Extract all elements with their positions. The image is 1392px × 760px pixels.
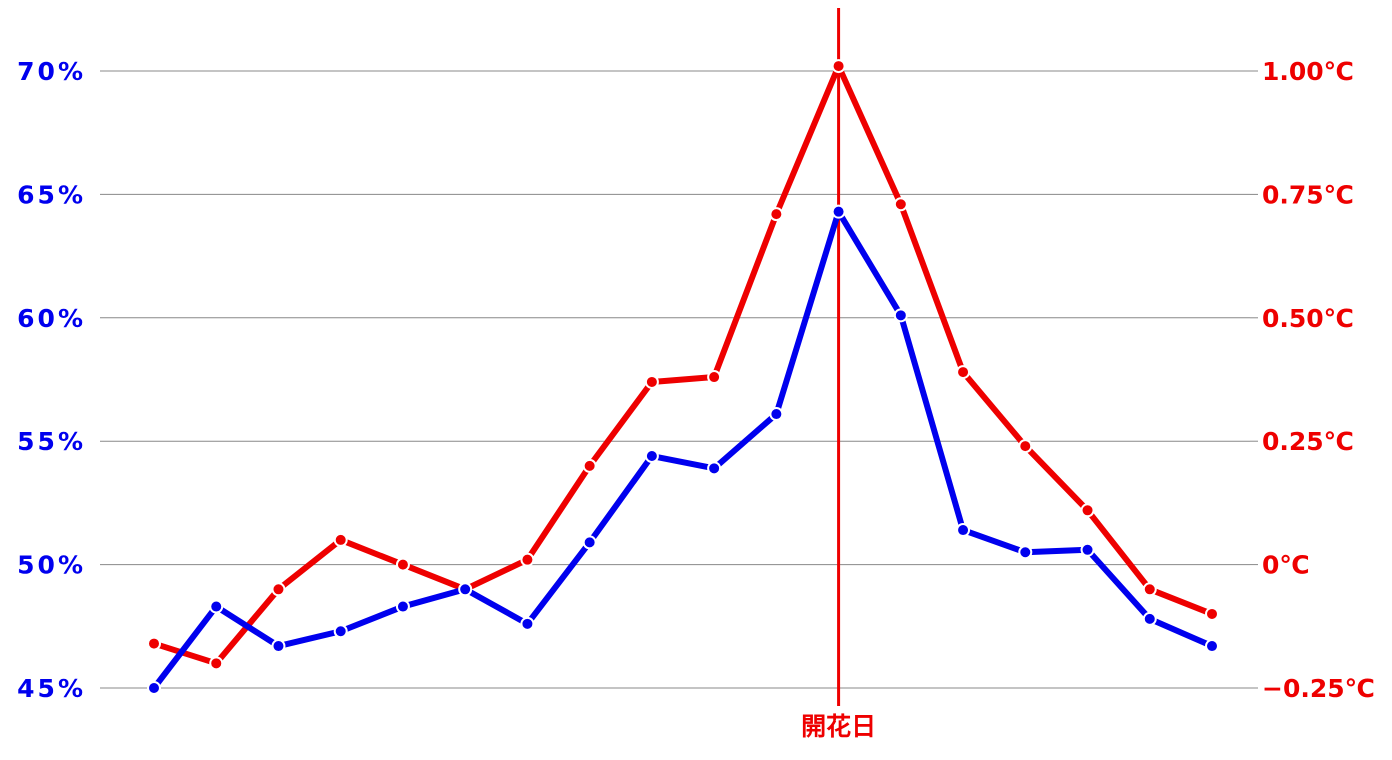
x-tick-label: 開花日 [801, 712, 876, 741]
point [147, 681, 161, 695]
point [644, 374, 659, 389]
point [209, 599, 224, 614]
point [271, 582, 286, 597]
point [333, 532, 348, 547]
point [209, 656, 224, 671]
point [707, 461, 722, 476]
point [520, 616, 535, 631]
y2-tick-label: 1.00℃ [1262, 57, 1354, 86]
point [395, 599, 410, 614]
y-tick-label: 50% [17, 551, 86, 580]
y2-tick-label: 0.50℃ [1262, 304, 1354, 333]
point [644, 449, 659, 464]
point [520, 552, 535, 567]
point [271, 639, 286, 654]
point [582, 535, 597, 550]
y2-tick-label: 0.75℃ [1262, 180, 1354, 209]
y2-tick-label: 0℃ [1262, 551, 1310, 580]
point [707, 370, 722, 385]
point [831, 59, 846, 74]
series-line [151, 208, 1214, 690]
point [956, 365, 971, 380]
point [1142, 611, 1157, 626]
point [1018, 545, 1033, 560]
series-line [153, 63, 1214, 667]
point [333, 624, 348, 639]
point [1205, 606, 1219, 621]
point [893, 197, 908, 212]
point [769, 207, 784, 222]
point [395, 557, 410, 572]
point [769, 407, 784, 422]
y-tick-label: 55% [17, 427, 86, 456]
point [1018, 439, 1033, 454]
point [1205, 639, 1219, 654]
point [1080, 503, 1095, 518]
y2-tick-label: −0.25℃ [1262, 674, 1375, 703]
point [582, 458, 597, 473]
point [147, 636, 161, 651]
point [831, 204, 846, 219]
point [1080, 542, 1095, 557]
y2-tick-label: 0.25℃ [1262, 427, 1354, 456]
point [893, 308, 908, 323]
y-tick-label: 60% [17, 304, 86, 333]
y-tick-label: 70% [17, 57, 86, 86]
point [956, 523, 971, 538]
point [458, 582, 473, 597]
point [1142, 582, 1157, 597]
y-tick-label: 45% [17, 674, 86, 703]
y-tick-label: 65% [17, 180, 86, 209]
